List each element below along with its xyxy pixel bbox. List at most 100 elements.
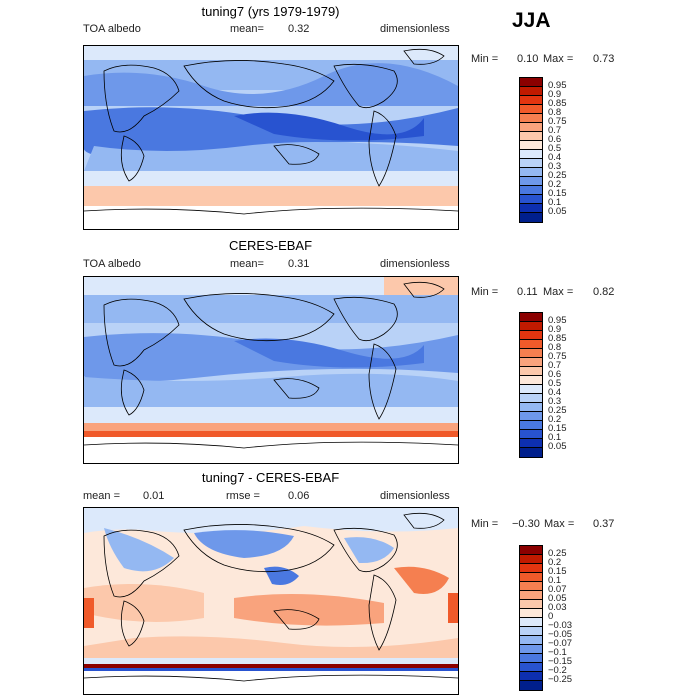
colorbar-tick-label: 0.2 <box>548 179 562 190</box>
colorbar-swatch <box>520 159 542 168</box>
colorbar-swatch <box>520 213 542 222</box>
panel2-title: CERES-EBAF <box>228 238 313 253</box>
colorbar-swatch <box>520 123 542 132</box>
colorbar-swatch <box>520 87 542 96</box>
panel3-map <box>83 507 459 695</box>
colorbar-tick-label: 0.1 <box>548 197 562 208</box>
colorbar-swatch <box>520 645 542 654</box>
colorbar-tick-label: 0.2 <box>548 414 562 425</box>
colorbar-swatch <box>520 132 542 141</box>
panel3-title: tuning7 - CERES-EBAF <box>201 470 340 485</box>
colorbar-tick-label: 0.05 <box>548 206 567 217</box>
colorbar-tick-label: 0.25 <box>548 405 567 416</box>
colorbar-tick-label: 0.03 <box>548 602 567 613</box>
colorbar-swatch <box>520 672 542 681</box>
colorbar-swatch <box>520 573 542 582</box>
colorbar-swatch <box>520 177 542 186</box>
colorbar-tick-label: 0.6 <box>548 134 562 145</box>
colorbar-swatch <box>520 403 542 412</box>
season-label: JJA <box>512 9 551 32</box>
panel2-max-label: Max = <box>543 286 574 298</box>
panel1-max-value: 0.73 <box>593 53 615 65</box>
panel3-rmse-label: rmse = <box>226 490 260 502</box>
colorbar-tick-label: 0.85 <box>548 98 567 109</box>
panel1-map <box>83 45 459 230</box>
colorbar-swatch <box>520 168 542 177</box>
colorbar-swatch <box>520 555 542 564</box>
colorbar-tick-label: −0.2 <box>548 665 567 676</box>
colorbar-tick-label: 0.5 <box>548 143 562 154</box>
panel3-min-value: −0.30 <box>512 518 540 530</box>
colorbar-tick-label: 0.85 <box>548 333 567 344</box>
panel2-min-label: Min = <box>471 286 499 298</box>
colorbar-tick-label: 0.5 <box>548 378 562 389</box>
colorbar-tick-label: 0.3 <box>548 161 562 172</box>
colorbar-tick-label: 0.75 <box>548 351 567 362</box>
panel1-min-value: 0.10 <box>517 53 539 65</box>
panel2-mean-value: 0.31 <box>288 258 310 270</box>
colorbar-swatch <box>520 114 542 123</box>
colorbar-swatch <box>520 367 542 376</box>
colorbar-swatch <box>520 150 542 159</box>
colorbar-swatch <box>520 654 542 663</box>
panel2-colorbar <box>519 312 543 458</box>
colorbar-tick-label: 0.3 <box>548 396 562 407</box>
colorbar-tick-label: 0.8 <box>548 107 562 118</box>
colorbar-tick-label: −0.07 <box>548 638 573 649</box>
panel2-max-value: 0.82 <box>593 286 615 298</box>
panel2-mean-label: mean= <box>230 258 264 270</box>
panel2-min-value: 0.11 <box>517 286 538 298</box>
colorbar-tick-label: 0.07 <box>548 584 567 595</box>
colorbar-swatch <box>520 385 542 394</box>
colorbar-tick-label: 0.9 <box>548 324 562 335</box>
colorbar-swatch <box>520 195 542 204</box>
colorbar-swatch <box>520 358 542 367</box>
colorbar-swatch <box>520 412 542 421</box>
colorbar-swatch <box>520 609 542 618</box>
colorbar-swatch <box>520 313 542 322</box>
colorbar-tick-label: 0.1 <box>548 575 562 586</box>
colorbar-tick-label: 0.15 <box>548 188 567 199</box>
colorbar-swatch <box>520 546 542 555</box>
colorbar-tick-label: 0.2 <box>548 557 562 568</box>
colorbar-swatch <box>520 591 542 600</box>
colorbar-swatch <box>520 627 542 636</box>
colorbar-swatch <box>520 663 542 672</box>
panel2-units: dimensionless <box>380 258 450 270</box>
colorbar-swatch <box>520 448 542 457</box>
colorbar-tick-label: −0.03 <box>548 620 573 631</box>
colorbar-tick-label: 0.4 <box>548 387 562 398</box>
colorbar-swatch <box>520 394 542 403</box>
colorbar-tick-label: 0.05 <box>548 441 567 452</box>
colorbar-swatch <box>520 618 542 627</box>
colorbar-swatch <box>520 96 542 105</box>
panel3-rmse-value: 0.06 <box>288 490 310 502</box>
colorbar-swatch <box>520 636 542 645</box>
colorbar-tick-label: −0.25 <box>548 674 573 685</box>
panel3-colorbar <box>519 545 543 691</box>
panel3-min-label: Min = <box>471 518 499 530</box>
colorbar-tick-label: 0.7 <box>548 360 562 371</box>
colorbar-swatch <box>520 105 542 114</box>
colorbar-tick-label: −0.15 <box>548 656 573 667</box>
colorbar-swatch <box>520 331 542 340</box>
colorbar-tick-label: 0.7 <box>548 125 562 136</box>
colorbar-swatch <box>520 340 542 349</box>
colorbar-tick-label: 0.8 <box>548 342 562 353</box>
colorbar-tick-label: −0.05 <box>548 629 573 640</box>
colorbar-tick-label: −0.1 <box>548 647 567 658</box>
colorbar-swatch <box>520 204 542 213</box>
colorbar-swatch <box>520 186 542 195</box>
colorbar-tick-label: 0.05 <box>548 593 567 604</box>
panel1-max-label: Max = <box>543 53 574 65</box>
colorbar-swatch <box>520 376 542 385</box>
colorbar-swatch <box>520 600 542 609</box>
panel1-colorbar <box>519 77 543 223</box>
colorbar-tick-label: 0.25 <box>548 170 567 181</box>
colorbar-tick-label: 0.4 <box>548 152 562 163</box>
colorbar-tick-label: 0.15 <box>548 423 567 434</box>
colorbar-swatch <box>520 421 542 430</box>
colorbar-swatch <box>520 582 542 591</box>
colorbar-swatch <box>520 439 542 448</box>
panel3-mean-value: 0.01 <box>143 490 165 502</box>
